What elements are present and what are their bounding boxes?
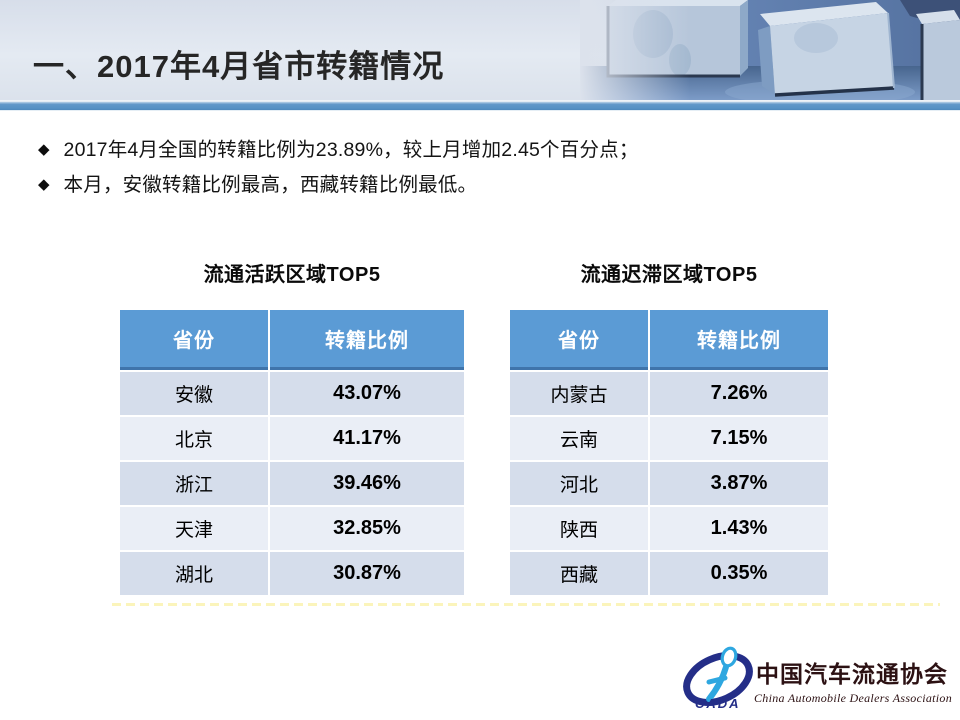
province-cell: 内蒙古 — [510, 372, 648, 415]
bullet-text: 本月，安徽转籍比例最高，西藏转籍比例最低。 — [63, 174, 478, 196]
cada-logo: CADA 中国汽车流通协会 China Automobile Dealers A… — [682, 641, 952, 716]
bullet-list: ◆ 2017年4月全国的转籍比例为23.89%，较上月增加2.45个百分点； ◆… — [38, 139, 639, 209]
province-cell: 安徽 — [120, 372, 268, 415]
column-header-province: 省份 — [120, 310, 268, 370]
province-cell: 云南 — [510, 417, 648, 460]
ratio-cell: 32.85% — [270, 507, 464, 550]
province-cell: 西藏 — [510, 552, 648, 595]
table-row: 天津 32.85% — [120, 507, 464, 550]
ratio-cell: 43.07% — [270, 372, 464, 415]
table-row: 西藏 0.35% — [510, 552, 828, 595]
ratio-cell: 0.35% — [650, 552, 828, 595]
logo-name-zh: 中国汽车流通协会 — [756, 661, 948, 687]
ratio-cell: 3.87% — [650, 462, 828, 505]
table-row: 云南 7.15% — [510, 417, 828, 460]
table-row: 北京 41.17% — [120, 417, 464, 460]
province-cell: 天津 — [120, 507, 268, 550]
table-row: 内蒙古 7.26% — [510, 372, 828, 415]
table-row: 安徽 43.07% — [120, 372, 464, 415]
page-title: 一、2017年4月省市转籍情况 — [33, 49, 445, 84]
cada-emblem-icon: CADA — [683, 646, 753, 711]
bullet-text: 2017年4月全国的转籍比例为23.89%，较上月增加2.45个百分点； — [63, 139, 639, 161]
cube-graphic — [758, 2, 895, 97]
table-header-row: 省份 转籍比例 — [510, 310, 828, 370]
bottom-divider-line — [112, 603, 940, 606]
province-cell: 河北 — [510, 462, 648, 505]
table-title-active-regions: 流通活跃区域TOP5 — [203, 264, 381, 286]
table-title-sluggish-regions: 流通迟滞区域TOP5 — [580, 264, 758, 286]
diamond-bullet-icon: ◆ — [38, 141, 50, 158]
cada-acronym: CADA — [695, 696, 741, 711]
ratio-cell: 39.46% — [270, 462, 464, 505]
ratio-cell: 7.26% — [650, 372, 828, 415]
diamond-bullet-icon: ◆ — [38, 176, 50, 193]
ratio-cell: 30.87% — [270, 552, 464, 595]
cada-figure-icon — [706, 646, 738, 702]
sluggish-regions-table: 省份 转籍比例 内蒙古 7.26% 云南 7.15% 河北 3.87% — [508, 308, 830, 597]
table-row: 浙江 39.46% — [120, 462, 464, 505]
cube-graphic — [916, 10, 960, 101]
logo-name-en: China Automobile Dealers Association — [754, 691, 952, 705]
header-accent-bar — [0, 100, 960, 112]
column-header-ratio: 转籍比例 — [270, 310, 464, 370]
ratio-cell: 41.17% — [270, 417, 464, 460]
table-row: 河北 3.87% — [510, 462, 828, 505]
province-cell: 陕西 — [510, 507, 648, 550]
province-cell: 湖北 — [120, 552, 268, 595]
table-section-sluggish-regions: 流通迟滞区域TOP5 省份 转籍比例 内蒙古 7.26% 云南 7.15% — [508, 258, 830, 597]
table-header-row: 省份 转籍比例 — [120, 310, 464, 370]
column-header-ratio: 转籍比例 — [650, 310, 828, 370]
bullet-item: ◆ 本月，安徽转籍比例最高，西藏转籍比例最低。 — [38, 174, 639, 196]
table-section-active-regions: 流通活跃区域TOP5 省份 转籍比例 安徽 43.07% 北京 41.17% — [118, 258, 466, 597]
bullet-item: ◆ 2017年4月全国的转籍比例为23.89%，较上月增加2.45个百分点； — [38, 139, 639, 161]
ratio-cell: 7.15% — [650, 417, 828, 460]
active-regions-table: 省份 转籍比例 安徽 43.07% 北京 41.17% 浙江 39.46% — [118, 308, 466, 597]
header-cubes-graphic — [580, 0, 960, 101]
province-cell: 北京 — [120, 417, 268, 460]
province-cell: 浙江 — [120, 462, 268, 505]
slide-header: 一、2017年4月省市转籍情况 — [0, 0, 960, 101]
ratio-cell: 1.43% — [650, 507, 828, 550]
column-header-province: 省份 — [510, 310, 648, 370]
table-row: 陕西 1.43% — [510, 507, 828, 550]
cada-logo-graphic: CADA 中国汽车流通协会 China Automobile Dealers A… — [683, 646, 952, 711]
table-row: 湖北 30.87% — [120, 552, 464, 595]
